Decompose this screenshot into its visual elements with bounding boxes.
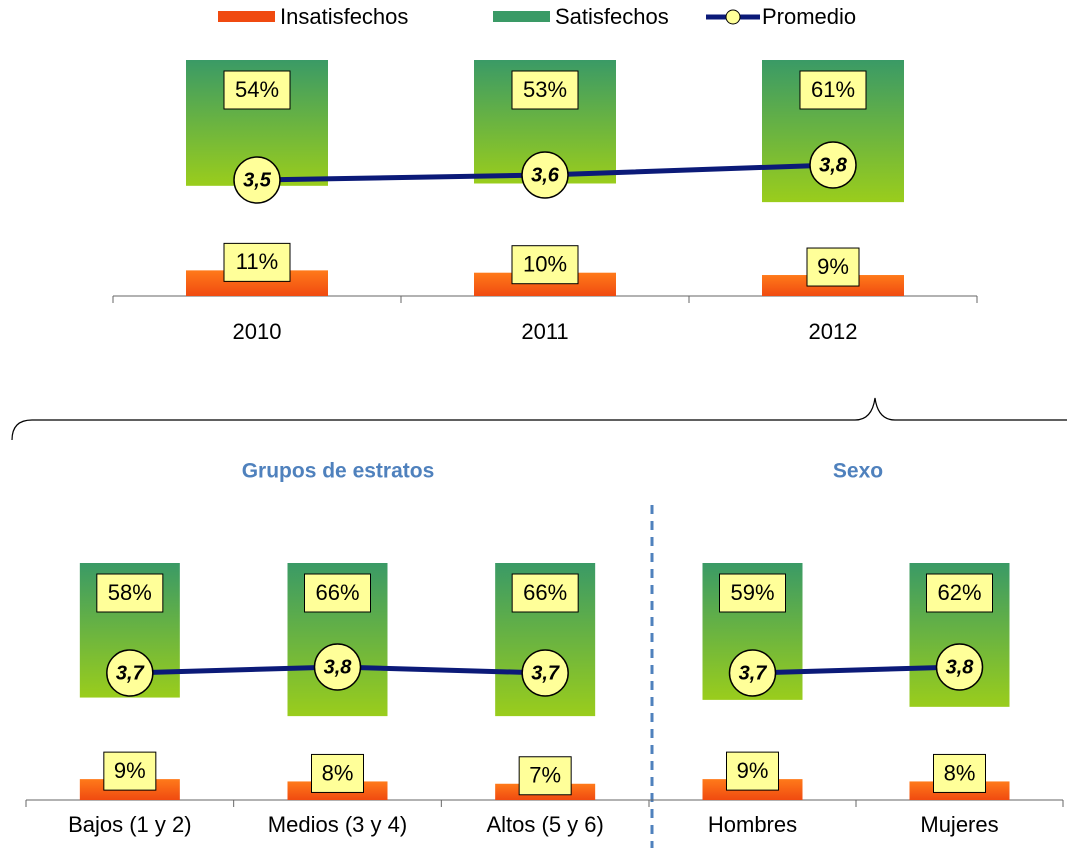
value-label: 58% <box>108 580 152 605</box>
avg-label: 3,6 <box>531 164 560 186</box>
avg-point <box>233 156 281 204</box>
unsatisfied-bar <box>474 272 616 296</box>
value-label: 10% <box>523 252 567 277</box>
x-tick-label: Medios (3 y 4) <box>268 812 407 837</box>
value-label: 54% <box>235 77 279 102</box>
value-label-box <box>223 70 291 110</box>
avg-point <box>313 643 362 691</box>
value-label-box <box>518 756 572 796</box>
value-label: 59% <box>730 580 774 605</box>
brace <box>11 397 1067 441</box>
legend-label: Promedio <box>762 4 856 29</box>
value-label: 8% <box>322 760 354 785</box>
value-label-box <box>726 751 779 791</box>
avg-line <box>752 664 960 676</box>
avg-label: 3,7 <box>116 662 145 684</box>
group-title: Sexo <box>833 460 883 483</box>
legend-swatch <box>493 11 550 22</box>
x-tick-label: Hombres <box>708 812 797 837</box>
value-label-box <box>511 245 579 285</box>
legend-label: Satisfechos <box>555 4 669 29</box>
group-title: Grupos de estratos <box>242 460 435 483</box>
value-label: 53% <box>523 77 567 102</box>
value-label-box <box>511 70 579 110</box>
value-label-box <box>223 242 291 282</box>
avg-point <box>521 649 569 697</box>
x-tick-label: 2011 <box>521 319 568 344</box>
value-label: 7% <box>529 763 561 788</box>
x-tick-label: 2012 <box>809 319 858 344</box>
value-label: 9% <box>817 254 849 279</box>
x-tick-label: Bajos (1 y 2) <box>68 812 192 837</box>
x-tick-label: Mujeres <box>920 812 998 837</box>
value-label-box <box>926 573 993 613</box>
value-label: 11% <box>236 249 278 274</box>
avg-point <box>106 649 154 697</box>
avg-label: 3,7 <box>739 662 768 684</box>
value-label-box <box>719 573 786 613</box>
avg-point <box>521 151 569 199</box>
value-label: 66% <box>523 580 567 605</box>
legend-label: Insatisfechos <box>280 4 408 29</box>
value-label-box <box>304 573 371 613</box>
x-tick-label: 2010 <box>233 319 282 344</box>
value-label-box <box>96 573 164 613</box>
legend-swatch <box>218 11 275 22</box>
avg-point <box>809 141 857 189</box>
avg-point <box>728 649 777 697</box>
x-tick-label: Altos (5 y 6) <box>486 812 603 837</box>
value-label-box <box>799 70 867 110</box>
value-label: 61% <box>811 77 855 102</box>
value-label-box <box>933 753 986 793</box>
value-label-box <box>511 573 579 613</box>
value-label-box <box>103 751 157 791</box>
avg-label: 3,7 <box>531 662 560 684</box>
value-label-box <box>311 753 364 793</box>
value-label: 66% <box>315 580 359 605</box>
value-label: 9% <box>737 758 769 783</box>
legend-swatch <box>725 9 741 25</box>
avg-label: 3,8 <box>819 154 848 176</box>
avg-label: 3,5 <box>243 169 272 191</box>
value-label-box <box>806 247 860 287</box>
avg-label: 3,8 <box>946 656 975 678</box>
value-label: 62% <box>937 580 981 605</box>
value-label: 9% <box>114 758 146 783</box>
avg-label: 3,8 <box>324 656 353 678</box>
value-label: 8% <box>944 760 976 785</box>
avg-point <box>935 643 984 691</box>
